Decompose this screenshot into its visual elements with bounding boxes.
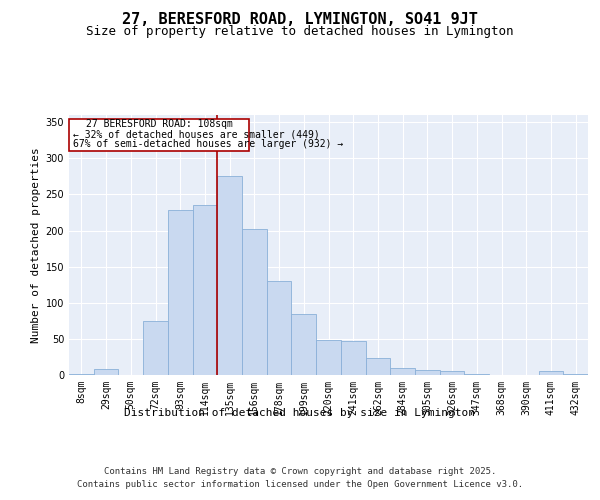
Text: 27, BERESFORD ROAD, LYMINGTON, SO41 9JT: 27, BERESFORD ROAD, LYMINGTON, SO41 9JT <box>122 12 478 28</box>
Bar <box>316 340 341 375</box>
Bar <box>193 206 217 375</box>
Bar <box>143 321 168 375</box>
Text: 67% of semi-detached houses are larger (932) →: 67% of semi-detached houses are larger (… <box>73 139 343 149</box>
Bar <box>365 358 390 375</box>
Bar <box>217 176 242 375</box>
Bar <box>539 372 563 375</box>
Bar <box>94 369 118 375</box>
Bar <box>292 314 316 375</box>
Text: ← 32% of detached houses are smaller (449): ← 32% of detached houses are smaller (44… <box>73 130 319 140</box>
Bar <box>341 341 365 375</box>
Bar <box>563 374 588 375</box>
Bar <box>390 368 415 375</box>
Bar <box>415 370 440 375</box>
Text: 27 BERESFORD ROAD: 108sqm: 27 BERESFORD ROAD: 108sqm <box>86 118 233 128</box>
Text: Distribution of detached houses by size in Lymington: Distribution of detached houses by size … <box>125 408 476 418</box>
Bar <box>464 374 489 375</box>
FancyBboxPatch shape <box>69 118 250 151</box>
Bar <box>267 281 292 375</box>
Bar <box>242 229 267 375</box>
Y-axis label: Number of detached properties: Number of detached properties <box>31 147 41 343</box>
Bar <box>69 374 94 375</box>
Text: Size of property relative to detached houses in Lymington: Size of property relative to detached ho… <box>86 25 514 38</box>
Bar <box>440 372 464 375</box>
Text: Contains HM Land Registry data © Crown copyright and database right 2025.
Contai: Contains HM Land Registry data © Crown c… <box>77 468 523 489</box>
Bar <box>168 210 193 375</box>
